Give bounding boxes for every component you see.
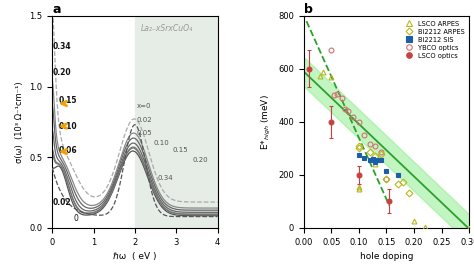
Text: 0.20: 0.20 — [53, 68, 72, 77]
Text: 0.34: 0.34 — [53, 42, 72, 51]
Text: b: b — [304, 3, 313, 16]
Y-axis label: σ(ω)  (10³ Ω⁻¹cm⁻¹): σ(ω) (10³ Ω⁻¹cm⁻¹) — [15, 81, 24, 163]
Text: 0.02: 0.02 — [137, 117, 153, 123]
Y-axis label: E*$_{high}$ (meV): E*$_{high}$ (meV) — [259, 94, 273, 150]
Text: 0.02: 0.02 — [53, 198, 72, 207]
Bar — [135, 16, 218, 228]
Text: 0.15: 0.15 — [172, 147, 188, 153]
Text: 0.34: 0.34 — [158, 175, 173, 182]
Text: a: a — [52, 3, 61, 16]
X-axis label: ℏω  ( eV ): ℏω ( eV ) — [113, 252, 156, 261]
Text: 0.10: 0.10 — [59, 122, 77, 131]
Text: 0.06: 0.06 — [59, 146, 77, 155]
Text: 0.20: 0.20 — [193, 157, 209, 163]
Text: x=0: x=0 — [137, 103, 152, 109]
Text: 0.05: 0.05 — [137, 130, 153, 136]
Legend: LSCO ARPES, Bi2212 ARPES, Bi2212 SIS, YBCO optics, LSCO optics: LSCO ARPES, Bi2212 ARPES, Bi2212 SIS, YB… — [401, 19, 466, 60]
Text: La₂₋xSrxCuO₄: La₂₋xSrxCuO₄ — [141, 24, 193, 33]
Text: 0.15: 0.15 — [59, 96, 77, 105]
Text: 0.10: 0.10 — [154, 140, 169, 146]
Text: 0: 0 — [73, 214, 79, 223]
X-axis label: hole doping: hole doping — [360, 252, 413, 261]
